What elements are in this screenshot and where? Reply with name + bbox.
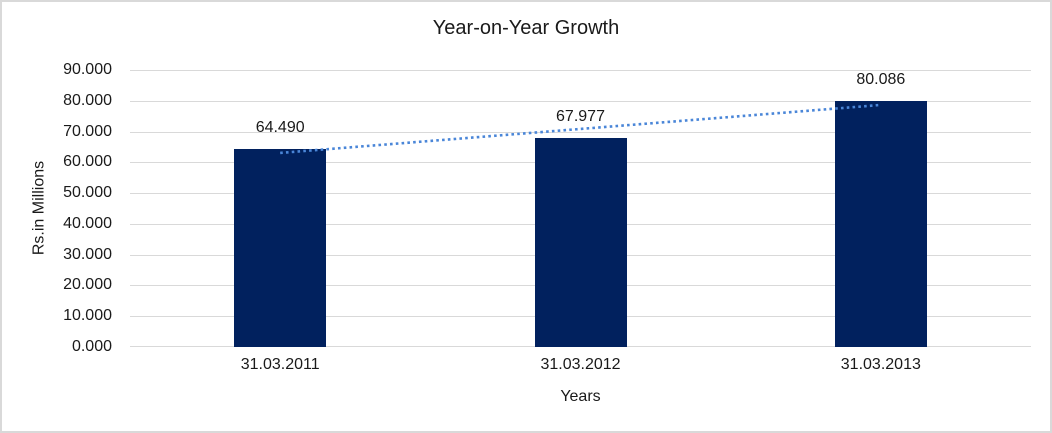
gridline: [130, 70, 1031, 71]
bar-value-label: 67.977: [556, 107, 605, 125]
gridline: [130, 132, 1031, 133]
y-tick-label: 90.000: [63, 61, 112, 78]
y-tick-label: 60.000: [63, 153, 112, 171]
y-tick-label: 50.000: [63, 184, 112, 202]
y-tick-label: 30.000: [63, 245, 112, 263]
bar-31.03.2013: [834, 100, 927, 347]
bar-value-label: 64.490: [255, 118, 305, 136]
y-tick-label: 20.000: [63, 276, 112, 294]
x-tick-label: 31.03.2011: [240, 356, 320, 373]
y-tick-label: 10.000: [63, 307, 112, 325]
chart-title: Year-on-Year Growth: [432, 17, 620, 39]
x-tick-label: 31.03.2013: [840, 356, 921, 373]
bar-31.03.2012: [534, 137, 627, 347]
x-axis-tick-labels: 31.03.2011 31.03.2012 31.03.2013: [130, 355, 1031, 375]
x-axis-title: Years: [560, 388, 601, 405]
y-tick-label: 80.000: [63, 91, 112, 109]
bar-value-label: 80.086: [856, 70, 906, 88]
plot-area: 64.490 67.977 80.086: [130, 70, 1031, 347]
y-axis-tick-labels: 0.000 10.000 20.000 30.000 40.000 50.000 60.00…: [2, 61, 112, 355]
gridline: [130, 101, 1031, 102]
x-tick-label: 31.03.2012: [540, 356, 621, 373]
trendline: [280, 103, 881, 155]
y-tick-label: 40.000: [63, 214, 112, 232]
y-tick-label: 0.000: [71, 338, 112, 355]
y-tick-label: 70.000: [63, 122, 112, 140]
bar-31.03.2011: [234, 148, 327, 347]
